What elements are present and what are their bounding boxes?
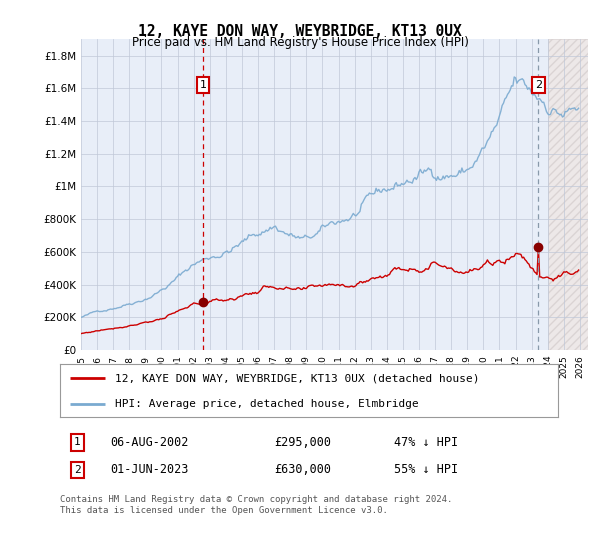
Text: 55% ↓ HPI: 55% ↓ HPI	[394, 463, 458, 477]
Text: £630,000: £630,000	[274, 463, 331, 477]
Text: 01-JUN-2023: 01-JUN-2023	[110, 463, 188, 477]
Text: 1: 1	[74, 437, 81, 447]
Text: 06-AUG-2002: 06-AUG-2002	[110, 436, 188, 449]
Text: 47% ↓ HPI: 47% ↓ HPI	[394, 436, 458, 449]
Text: 2: 2	[535, 80, 542, 90]
Text: 12, KAYE DON WAY, WEYBRIDGE, KT13 0UX (detached house): 12, KAYE DON WAY, WEYBRIDGE, KT13 0UX (d…	[115, 374, 479, 384]
Text: Price paid vs. HM Land Registry's House Price Index (HPI): Price paid vs. HM Land Registry's House …	[131, 36, 469, 49]
Text: HPI: Average price, detached house, Elmbridge: HPI: Average price, detached house, Elmb…	[115, 399, 419, 409]
Bar	[548, 39, 588, 350]
Text: 1: 1	[200, 80, 206, 90]
Text: 2: 2	[74, 465, 81, 475]
Bar	[548, 39, 588, 350]
Text: £295,000: £295,000	[274, 436, 331, 449]
Text: Contains HM Land Registry data © Crown copyright and database right 2024.
This d: Contains HM Land Registry data © Crown c…	[60, 496, 452, 515]
Text: 12, KAYE DON WAY, WEYBRIDGE, KT13 0UX: 12, KAYE DON WAY, WEYBRIDGE, KT13 0UX	[138, 24, 462, 39]
